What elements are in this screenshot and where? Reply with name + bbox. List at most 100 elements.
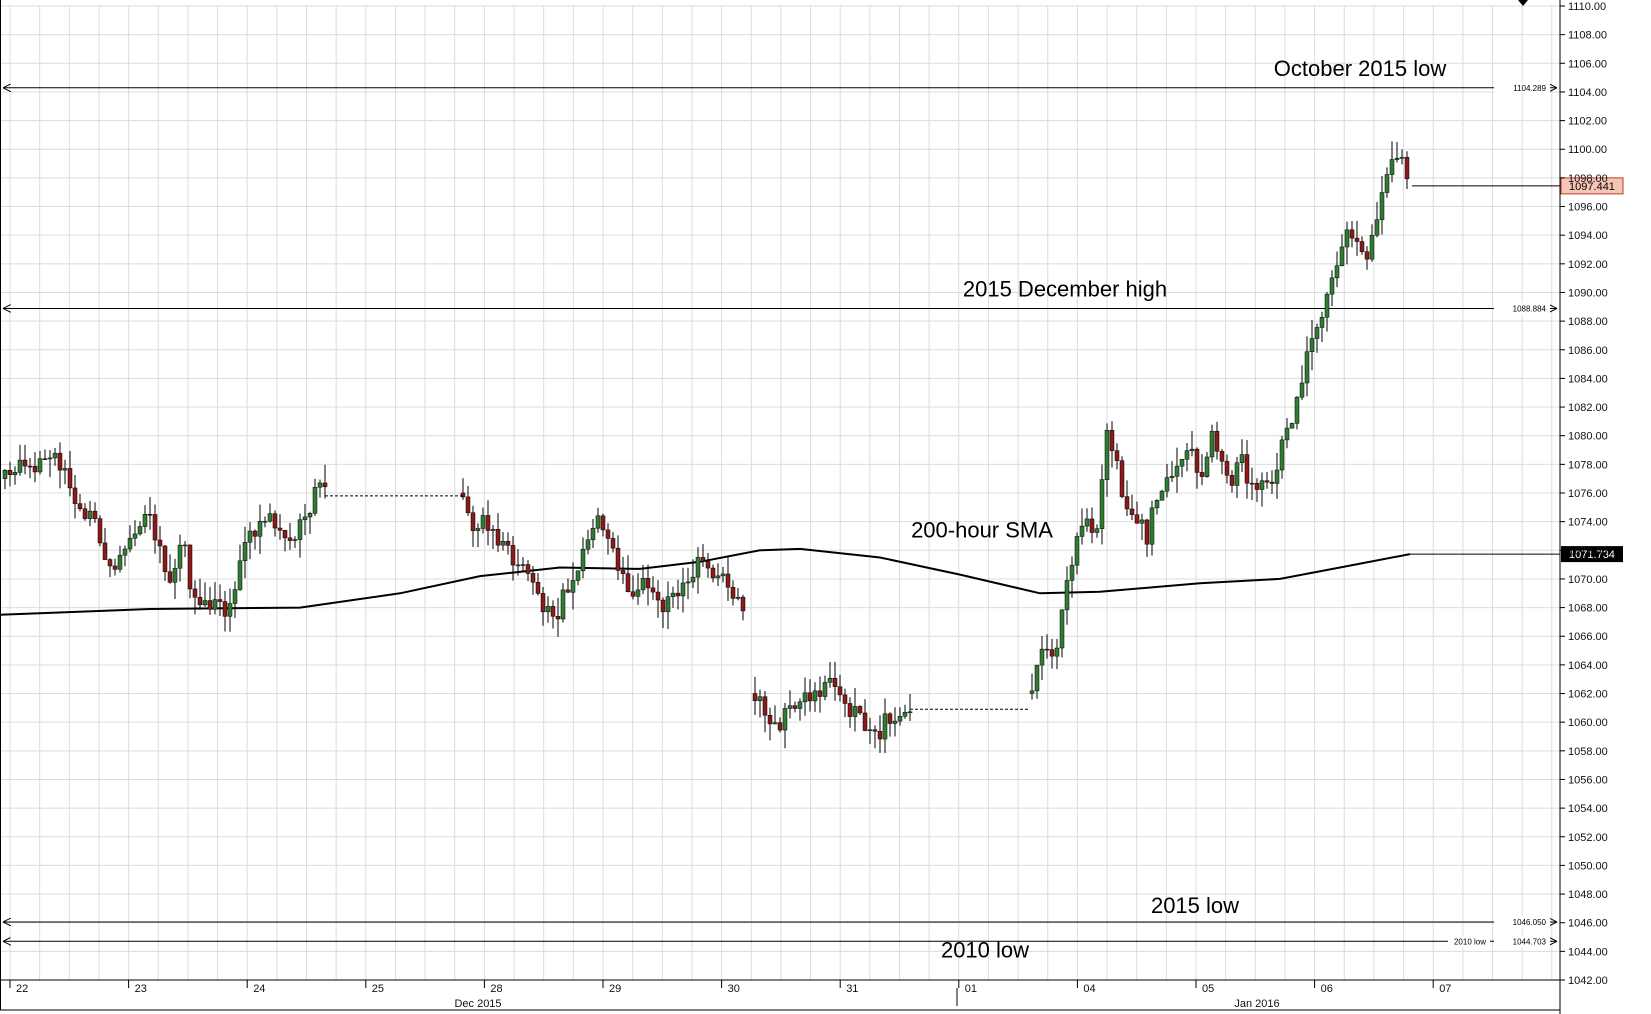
level-value-bg [1494,302,1550,315]
candle-body [162,545,168,572]
candle-body [767,715,773,725]
candle-body [660,599,666,613]
candle-body [102,542,108,560]
candle-body [675,592,681,597]
candle-body [97,518,103,544]
candle-body [1084,518,1090,527]
candle-body [640,577,646,591]
y-tick-label: 1076.00 [1568,488,1608,500]
candle-body [832,677,838,687]
y-tick-label: 1108.00 [1568,30,1607,42]
candle-body [1374,219,1380,236]
candle-body [282,530,288,539]
candle-body [465,496,471,513]
y-tick-label: 1106.00 [1568,58,1607,70]
candle-body [630,591,636,597]
candle-body [1394,157,1400,160]
y-tick-label: 1066.00 [1568,631,1608,643]
candle-body [902,712,908,717]
axes: 1042.00 1044.00 1046.00 1048.00 1050.00 1052.… [0,0,1608,1014]
candle-body [1099,479,1105,529]
candle-body [842,694,848,704]
y-tick-label: 1078.00 [1568,459,1608,471]
candle-body [1114,450,1120,461]
candle-body [1079,525,1085,537]
candle-body [1204,456,1210,477]
x-tick-label: 05 [1202,983,1214,995]
level-annotation: 2010 low [941,937,1029,962]
candle-body [12,472,18,475]
level-value-bg [1494,81,1550,94]
y-tick-label: 1056.00 [1568,774,1608,786]
x-tick-label: 28 [490,983,502,995]
candles: 1097.441 [2,141,1624,754]
candle-body [317,482,323,488]
candle-body [740,596,746,612]
candle-body [817,690,823,697]
candle-body [1139,519,1145,524]
y-tick-label: 1046.00 [1568,918,1608,930]
candle-body [267,513,273,522]
candle-body [132,533,138,539]
candle-body [645,577,651,589]
y-tick-label: 1070.00 [1568,574,1608,586]
candle-body [1179,459,1185,467]
candle-body [312,486,318,514]
candle-body [615,547,621,571]
candle-body [197,597,203,606]
candle-body [665,596,671,613]
candle-body [1164,477,1170,492]
candle-body [892,720,898,724]
candle-body [752,693,758,702]
candle-body [1209,430,1215,458]
candle-body [2,469,8,479]
level-annotation: October 2015 low [1274,56,1447,81]
candle-body [827,677,833,683]
candle-body [47,457,53,460]
candle-body [857,706,863,714]
candle-body [792,705,798,709]
candle-body [252,530,258,537]
candle-body [535,582,541,594]
candle-body [302,516,308,521]
x-tick-label: 04 [1083,983,1095,995]
level-value-label: 1044.703 [1513,937,1547,946]
candle-body [142,514,148,527]
candle-body [22,459,28,467]
x-tick-label: 25 [372,983,384,995]
candle-body [217,599,223,602]
candle-body [847,703,853,717]
candle-body [147,514,153,516]
candle-body [1224,461,1230,476]
candle-body [192,588,198,598]
candle-body [172,567,178,583]
candle-body [777,722,783,731]
y-tick-label: 1068.00 [1568,603,1608,615]
candle-body [1244,454,1250,484]
candle-body [277,527,283,531]
candle-body [137,526,143,535]
candle-body [695,557,701,578]
horizontal-levels: 1104.289 1088.884 1046.050 1044.703 2010 low [4,81,1556,948]
candle-body [655,591,661,601]
candle-body [1239,454,1245,463]
x-tick-label: 31 [846,983,858,995]
candle-body [887,713,893,724]
candle-body [87,510,93,519]
candle-body [570,580,576,593]
candle-body [690,576,696,583]
candle-body [1299,382,1305,398]
y-tick-label: 1104.00 [1568,87,1607,99]
y-tick-label: 1110.00 [1568,1,1606,13]
candle-body [1219,451,1225,462]
grid [0,5,1560,981]
candle-body [807,692,813,702]
candle-body [787,705,793,709]
candle-body [127,537,133,550]
candle-body [625,573,631,593]
current-price-label: 1097.441 [1569,181,1615,193]
candle-body [852,706,858,717]
sma-line [0,547,1411,616]
candle-body [77,503,83,510]
x-tick-label: 06 [1321,983,1333,995]
